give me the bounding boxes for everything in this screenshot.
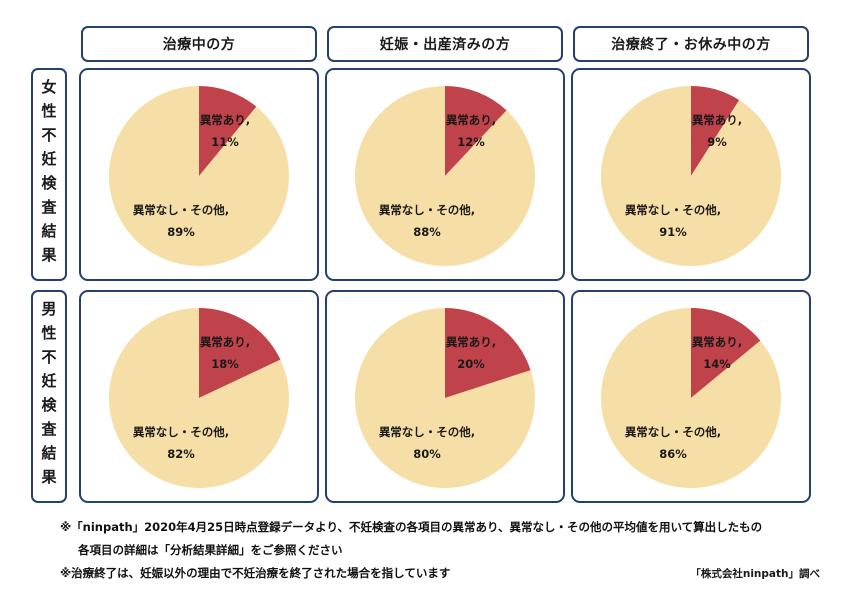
pie-cell: 異常あり, 11% 異常なし・その他, 89% bbox=[79, 68, 319, 281]
abnormal-label: 異常あり, bbox=[200, 113, 250, 127]
pie-chart: 異常あり, 14% 異常なし・その他, 86% bbox=[601, 308, 781, 488]
abnormal-label: 異常あり, bbox=[692, 335, 742, 349]
col-header-ended: 治療終了・お休み中の方 bbox=[573, 26, 809, 62]
abnormal-label: 異常あり, bbox=[200, 335, 250, 349]
pie-slice-abnormal bbox=[445, 308, 531, 398]
normal-label: 異常なし・その他, bbox=[625, 425, 721, 439]
footnote-line-3: ※治療終了は、妊娠以外の理由で不妊治療を終了された場合を指しています bbox=[60, 566, 451, 580]
row-header-label: 男性不妊検査結果 bbox=[39, 300, 58, 493]
normal-percent: 88% bbox=[413, 225, 441, 239]
abnormal-label: 異常あり, bbox=[446, 335, 496, 349]
col-header-pregnant: 妊娠・出産済みの方 bbox=[327, 26, 563, 62]
pie-slice-abnormal bbox=[691, 86, 740, 176]
pie-cell: 異常あり, 9% 異常なし・その他, 91% bbox=[571, 68, 811, 281]
abnormal-percent: 9% bbox=[707, 135, 727, 149]
pie-slice-normal bbox=[355, 86, 535, 266]
normal-label: 異常なし・その他, bbox=[379, 425, 475, 439]
pie-slice-abnormal bbox=[199, 308, 281, 398]
row-header-label: 女性不妊検査結果 bbox=[39, 78, 58, 271]
pie-slice-normal bbox=[108, 308, 289, 488]
pie-cell: 異常あり, 20% 異常なし・その他, 80% bbox=[325, 290, 565, 503]
normal-label: 異常なし・その他, bbox=[379, 203, 475, 217]
abnormal-percent: 20% bbox=[457, 357, 485, 371]
row-header-male: 男性不妊検査結果 bbox=[31, 290, 67, 503]
pie-slice-normal bbox=[601, 308, 781, 488]
footnote-line-2: 各項目の詳細は「分析結果詳細」をご参照ください bbox=[78, 543, 343, 557]
abnormal-label: 異常あり, bbox=[692, 113, 742, 127]
pie-slice-normal bbox=[109, 86, 290, 266]
pie-cell: 異常あり, 18% 異常なし・その他, 82% bbox=[79, 290, 319, 503]
pie-slice-normal bbox=[601, 86, 781, 266]
pie-chart: 異常あり, 18% 異常なし・その他, 82% bbox=[108, 308, 289, 488]
pie-cell: 異常あり, 12% 異常なし・その他, 88% bbox=[325, 68, 565, 281]
row-header-female: 女性不妊検査結果 bbox=[31, 68, 67, 281]
col-header-treating: 治療中の方 bbox=[81, 26, 317, 62]
col-header-label: 妊娠・出産済みの方 bbox=[379, 37, 511, 53]
col-header-label: 治療終了・お休み中の方 bbox=[611, 37, 771, 53]
pie-cell: 異常あり, 14% 異常なし・その他, 86% bbox=[571, 290, 811, 503]
pie-chart: 異常あり, 11% 異常なし・その他, 89% bbox=[109, 86, 290, 266]
abnormal-percent: 18% bbox=[211, 357, 239, 371]
footnote-line-1: ※「ninpath」2020年4月25日時点登録データより、不妊検査の各項目の異… bbox=[60, 520, 763, 534]
normal-label: 異常なし・その他, bbox=[133, 203, 229, 217]
pie-slice-normal bbox=[355, 308, 535, 488]
pie-slice-abnormal bbox=[199, 86, 257, 176]
normal-percent: 80% bbox=[413, 447, 441, 461]
abnormal-percent: 14% bbox=[703, 357, 731, 371]
pie-chart: 異常あり, 12% 異常なし・その他, 88% bbox=[355, 86, 535, 266]
pie-chart: 異常あり, 20% 異常なし・その他, 80% bbox=[355, 308, 535, 488]
normal-label: 異常なし・その他, bbox=[625, 203, 721, 217]
normal-percent: 89% bbox=[167, 225, 195, 239]
col-header-label: 治療中の方 bbox=[162, 37, 236, 53]
pie-chart: 異常あり, 9% 異常なし・その他, 91% bbox=[601, 86, 781, 266]
pie-slice-abnormal bbox=[445, 86, 507, 176]
abnormal-label: 異常あり, bbox=[446, 113, 496, 127]
abnormal-percent: 11% bbox=[211, 135, 239, 149]
pie-slice-abnormal bbox=[691, 308, 761, 398]
normal-percent: 91% bbox=[659, 225, 687, 239]
credit-text: 「株式会社ninpath」調べ bbox=[690, 568, 820, 580]
normal-percent: 86% bbox=[659, 447, 687, 461]
normal-label: 異常なし・その他, bbox=[133, 425, 229, 439]
abnormal-percent: 12% bbox=[457, 135, 485, 149]
normal-percent: 82% bbox=[167, 447, 195, 461]
